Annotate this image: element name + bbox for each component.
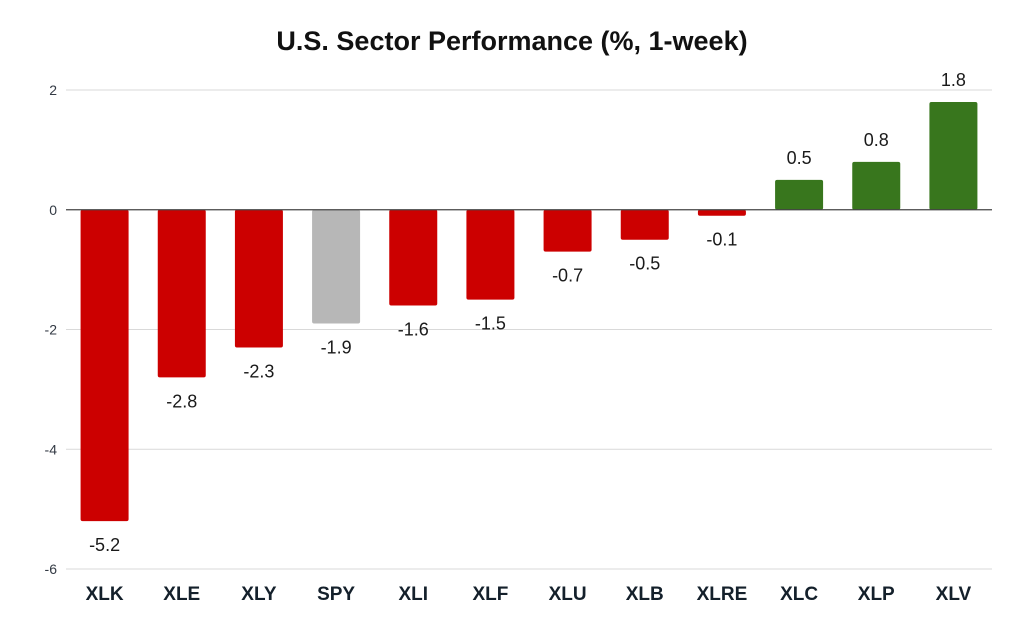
bar-xlc xyxy=(775,179,824,210)
y-tick-label: -6 xyxy=(45,561,58,577)
x-category-label: XLRE xyxy=(697,584,748,605)
x-category-label: XLP xyxy=(858,584,895,605)
bar-spy xyxy=(312,209,361,324)
data-label: 1.8 xyxy=(941,70,966,90)
bar-xlu xyxy=(543,209,592,252)
data-labels: -5.2 -2.8 -2.3 -1.9 -1.6 -1.5 -0.7 -0.5 -0.1 0.5 0… xyxy=(89,70,966,555)
bar-xlf xyxy=(466,209,515,300)
bar-xlb xyxy=(620,209,669,240)
data-label: -1.6 xyxy=(398,320,429,340)
y-tick-label: 0 xyxy=(49,202,57,218)
x-category-label: SPY xyxy=(317,584,355,605)
y-axis-ticks: 2 0 -2 -4 -6 xyxy=(45,82,58,577)
data-label: -1.9 xyxy=(321,338,352,358)
x-category-label: XLY xyxy=(241,584,277,605)
data-label: -0.5 xyxy=(629,254,660,274)
x-category-label: XLF xyxy=(472,584,508,605)
y-tick-label: -2 xyxy=(45,322,58,338)
x-category-label: XLI xyxy=(398,584,428,605)
data-label: 0.8 xyxy=(864,130,889,150)
bar-xlre xyxy=(697,209,746,216)
bar-xlk xyxy=(80,209,129,522)
data-label: -2.3 xyxy=(243,361,274,381)
x-category-label: XLB xyxy=(626,584,664,605)
chart-title: U.S. Sector Performance (%, 1-week) xyxy=(276,26,748,56)
data-label: -0.7 xyxy=(552,266,583,286)
gridlines xyxy=(66,89,992,570)
x-category-label: XLE xyxy=(163,584,200,605)
y-tick-label: -4 xyxy=(45,441,58,457)
bar-xlp xyxy=(852,161,901,210)
data-label: -5.2 xyxy=(89,535,120,555)
y-tick-label: 2 xyxy=(49,82,57,98)
x-category-label: XLC xyxy=(780,584,818,605)
x-category-label: XLV xyxy=(936,584,972,605)
x-category-label: XLU xyxy=(549,584,587,605)
data-label: 0.5 xyxy=(787,148,812,168)
data-label: -0.1 xyxy=(706,230,737,250)
data-label: -2.8 xyxy=(166,391,197,411)
x-axis-categories: XLK XLE XLY SPY XLI XLF XLU XLB XLRE XLC XLP XLV xyxy=(86,584,972,605)
bar-xle xyxy=(157,209,206,378)
x-category-label: XLK xyxy=(86,584,124,605)
bar-xli xyxy=(389,209,438,306)
bar-xly xyxy=(234,209,283,348)
data-label: -1.5 xyxy=(475,314,506,334)
bars xyxy=(80,101,978,522)
bar-xlv xyxy=(929,101,978,210)
